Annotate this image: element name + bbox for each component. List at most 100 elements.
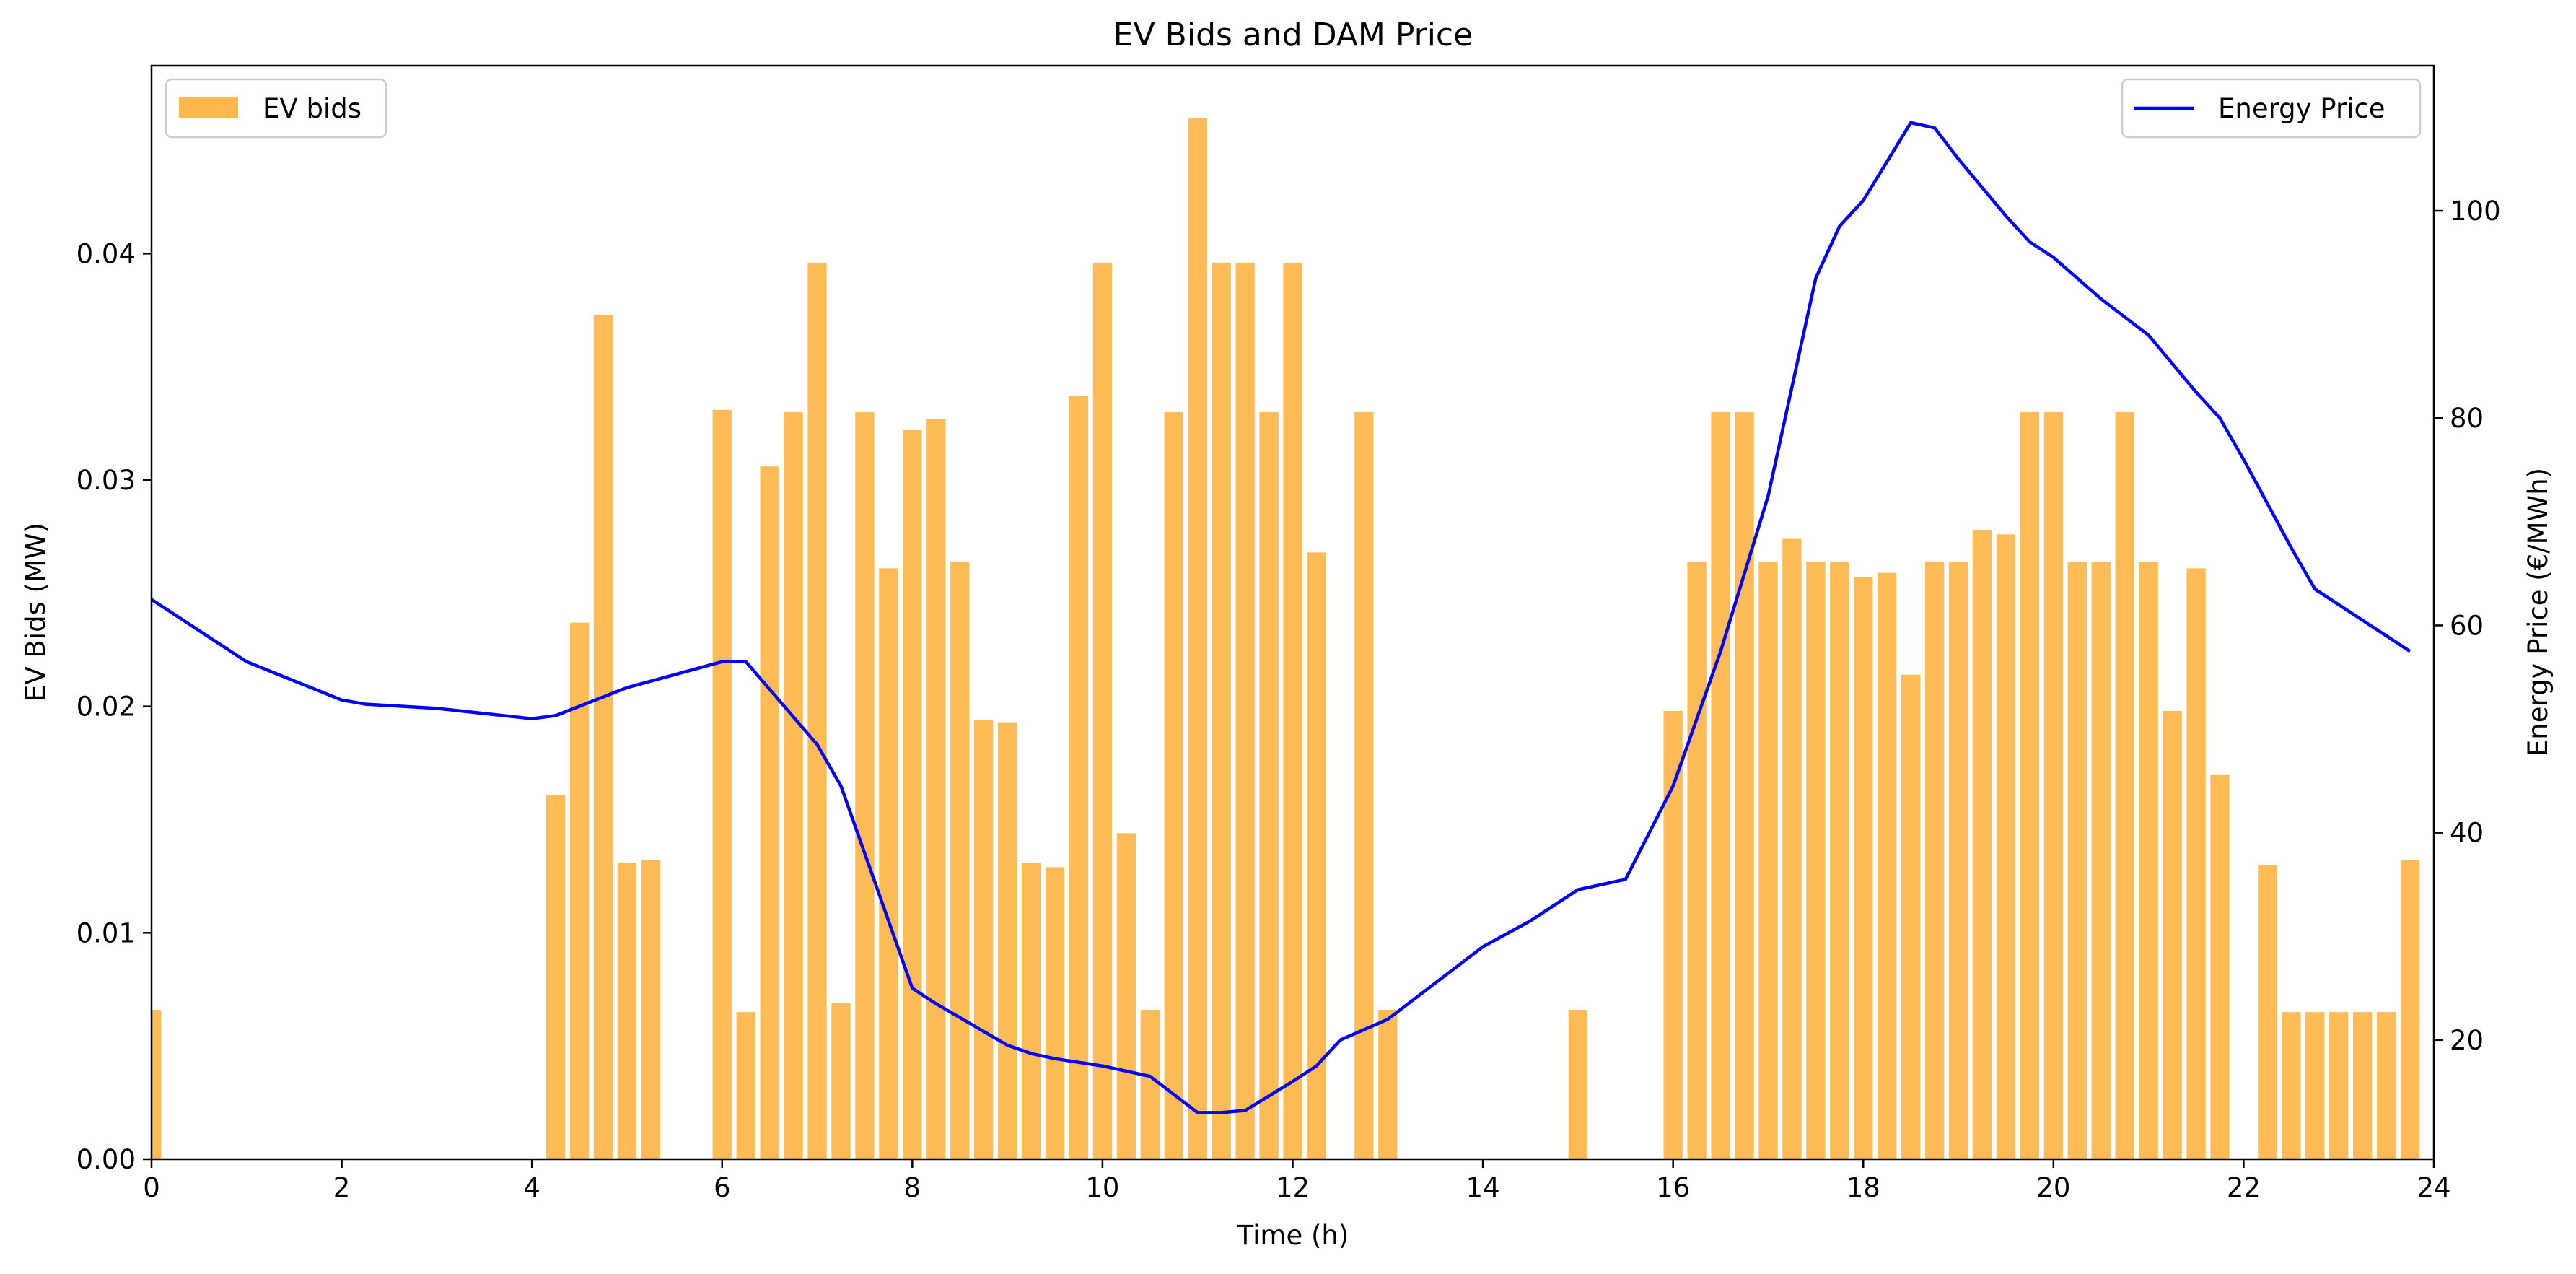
- bar: [2091, 561, 2111, 1159]
- bar: [1924, 561, 1945, 1159]
- bar: [1901, 674, 1921, 1159]
- x-tick-label: 20: [2036, 1172, 2070, 1203]
- bar: [1711, 411, 1730, 1159]
- y-left-tick-label: 0.03: [76, 465, 136, 496]
- bar: [152, 1009, 162, 1159]
- bar: [1854, 577, 1873, 1159]
- y-axis-right: 20 40 60 80 100: [2434, 196, 2501, 1056]
- bar: [569, 622, 590, 1159]
- bar: [2210, 774, 2230, 1159]
- x-tick-label: 0: [143, 1172, 160, 1203]
- bar: [2282, 1012, 2301, 1159]
- y-left-tick-label: 0.01: [76, 917, 136, 948]
- legend-energy-price-label: Energy Price: [2218, 93, 2386, 124]
- bar: [1021, 863, 1041, 1159]
- x-tick-label: 12: [1276, 1172, 1310, 1203]
- bar: [736, 1012, 755, 1159]
- bar: [760, 466, 779, 1159]
- bar: [2139, 561, 2158, 1159]
- y-right-tick-label: 60: [2450, 610, 2484, 641]
- bar: [1140, 1009, 1160, 1159]
- x-tick-label: 18: [1846, 1172, 1880, 1203]
- x-tick-label: 24: [2417, 1172, 2450, 1203]
- bar: [1996, 534, 2016, 1159]
- x-tick-label: 8: [904, 1172, 921, 1203]
- legend-ev-bids-swatch: [179, 97, 238, 118]
- bar: [593, 315, 613, 1160]
- bar: [950, 561, 970, 1159]
- bar: [784, 411, 803, 1159]
- bar: [2020, 411, 2040, 1159]
- bar: [2186, 568, 2206, 1159]
- bar: [1188, 118, 1207, 1160]
- y-right-tick-label: 20: [2450, 1025, 2484, 1056]
- bar: [1354, 411, 1374, 1159]
- x-tick-label: 14: [1466, 1172, 1500, 1203]
- bar: [1663, 710, 1683, 1159]
- legend-ev-bids-label: EV bids: [263, 93, 362, 124]
- bar: [879, 568, 898, 1159]
- bar: [831, 1003, 851, 1159]
- bar: [1045, 867, 1065, 1159]
- y-axis-left-label: EV Bids (MW): [20, 523, 51, 702]
- bar: [1116, 833, 1136, 1159]
- legend-ev-bids: EV bids: [165, 78, 387, 139]
- bar: [1259, 411, 1279, 1159]
- legend-energy-price: Energy Price: [2121, 78, 2422, 139]
- bar: [1164, 411, 1183, 1159]
- bar: [1378, 1009, 1398, 1159]
- bar: [973, 720, 994, 1159]
- bar: [1735, 411, 1754, 1159]
- bar: [2163, 710, 2182, 1159]
- x-tick-label: 6: [714, 1172, 731, 1203]
- bar: [997, 722, 1017, 1159]
- bar: [903, 430, 922, 1159]
- x-tick-label: 16: [1656, 1172, 1690, 1203]
- bar: [2258, 865, 2277, 1159]
- bar: [1069, 396, 1089, 1159]
- bar: [617, 863, 637, 1159]
- bar: [1878, 572, 1897, 1159]
- bar-series-ev-bids: [152, 118, 2420, 1160]
- bar: [2329, 1012, 2349, 1159]
- line-series-energy-price: [150, 121, 2411, 1114]
- y-right-tick-label: 80: [2450, 403, 2484, 434]
- y-left-tick-label: 0.02: [76, 691, 136, 723]
- bar: [926, 419, 946, 1159]
- y-axis-right-label: Energy Price (€/MWh): [2523, 468, 2554, 756]
- bar: [2067, 561, 2087, 1159]
- bar: [1687, 561, 1707, 1159]
- y-right-tick-label: 100: [2450, 196, 2501, 227]
- bar: [712, 409, 732, 1159]
- bar: [2376, 1012, 2396, 1159]
- bar: [1972, 530, 1992, 1159]
- bar: [2305, 1012, 2325, 1159]
- y-right-tick-label: 40: [2450, 818, 2484, 849]
- y-axis-left: 0.00 0.01 0.02 0.03 0.04: [76, 238, 152, 1175]
- bar: [1758, 561, 1778, 1159]
- bar: [1092, 262, 1113, 1159]
- bar: [1806, 561, 1826, 1159]
- bar: [1307, 552, 1326, 1159]
- bar: [855, 411, 875, 1159]
- bar: [807, 262, 827, 1159]
- bar: [1782, 538, 1802, 1159]
- bar: [1948, 561, 1968, 1159]
- x-axis: 0 2 4 6 8 10 12 14 16 18 20 22 24: [143, 1159, 2451, 1203]
- bar: [1830, 561, 1849, 1159]
- bar: [641, 860, 661, 1159]
- bar: [2115, 411, 2134, 1159]
- y-left-tick-label: 0.00: [76, 1144, 136, 1175]
- x-tick-label: 2: [333, 1172, 351, 1203]
- y-left-tick-label: 0.04: [76, 238, 136, 269]
- bar: [1568, 1009, 1588, 1159]
- bar: [2352, 1012, 2373, 1159]
- bar: [1235, 262, 1255, 1159]
- x-tick-label: 10: [1085, 1172, 1119, 1203]
- bar: [1212, 262, 1231, 1159]
- x-tick-label: 22: [2227, 1172, 2261, 1203]
- x-tick-label: 4: [523, 1172, 540, 1203]
- bar: [546, 795, 566, 1159]
- x-axis-label: Time (h): [1237, 1220, 1349, 1251]
